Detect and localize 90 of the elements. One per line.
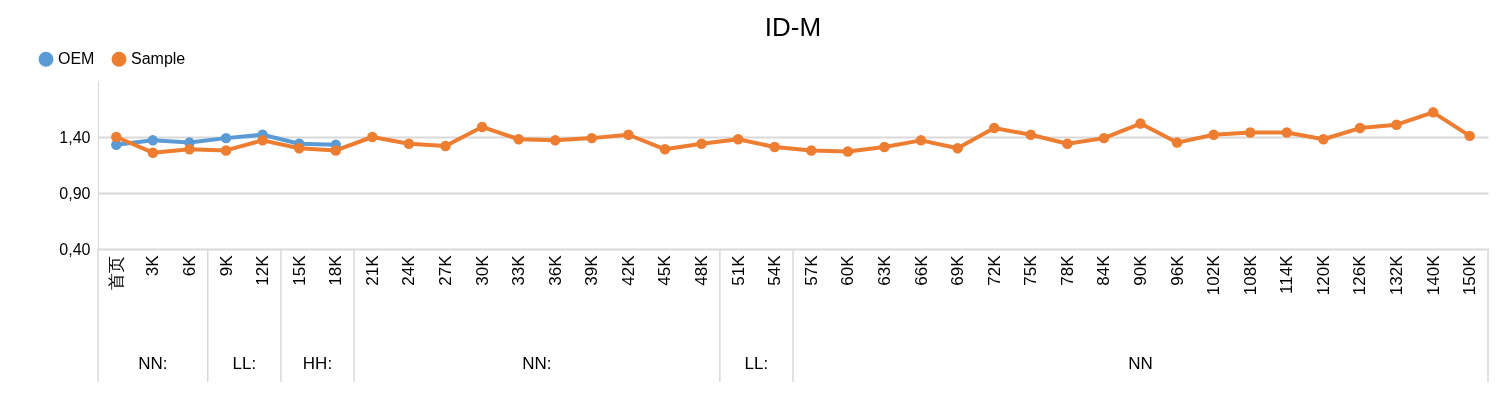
x-tick-label: 15K (289, 254, 309, 286)
x-tick-label: 126K (1350, 254, 1370, 296)
point (293, 142, 305, 154)
x-tick-label: 108K (1240, 254, 1260, 296)
x-tick-label: 96K (1167, 254, 1187, 286)
point (586, 132, 598, 144)
x-tick-label: 60K (838, 254, 858, 286)
x-tick-label: 150K (1460, 254, 1480, 296)
x-tick-label: 84K (1094, 254, 1114, 286)
point (696, 138, 707, 149)
point (367, 131, 378, 143)
point (806, 145, 817, 156)
point (1025, 129, 1037, 140)
x-tick-label: 30K (472, 254, 492, 286)
point (1464, 130, 1475, 142)
point (147, 135, 159, 146)
point (1281, 127, 1293, 138)
x-tick-label: 120K (1313, 254, 1333, 296)
point (220, 145, 232, 156)
point (732, 134, 744, 145)
x-tick-label: 102K (1204, 254, 1224, 296)
x-tick-label: 72K (984, 254, 1004, 286)
x-tick-label: 18K (326, 254, 346, 286)
x-tick-label: 132K (1387, 254, 1407, 296)
x-tick-label: 42K (618, 254, 638, 286)
point (184, 144, 195, 155)
text: HH: (302, 354, 333, 373)
point (476, 121, 488, 133)
point (1391, 119, 1402, 130)
point (1244, 127, 1256, 138)
point (1098, 132, 1110, 144)
text: NN: (522, 354, 552, 373)
point (769, 141, 780, 153)
point (952, 142, 963, 154)
point (513, 134, 524, 145)
point (111, 131, 122, 143)
point (879, 141, 890, 153)
point (403, 138, 415, 149)
x-tick-label: 90K (1131, 254, 1150, 286)
x-tick-label: 24K (399, 254, 419, 286)
y-tick-label: 1,40 (59, 128, 91, 146)
text: NN: (138, 354, 168, 373)
point (1318, 134, 1329, 145)
point (330, 145, 342, 156)
point (1208, 129, 1219, 140)
x-tick-label: 21K (362, 254, 382, 286)
point (915, 135, 927, 146)
point (257, 135, 268, 146)
point (549, 135, 561, 146)
y-tick-label: 0,90 (59, 184, 91, 202)
text: NN (1128, 354, 1153, 373)
point (988, 122, 1000, 134)
x-tick-label: 63K (874, 254, 894, 286)
x-tick-label: 39K (582, 254, 602, 286)
x-tick-label: 140K (1423, 254, 1443, 296)
point (147, 147, 159, 158)
text: LL: (232, 354, 257, 373)
x-tick-label: 33K (509, 254, 529, 286)
x-tick-label: 9K (216, 254, 236, 277)
legend-label: OEM (58, 50, 95, 68)
x-tick-label: 51K (728, 254, 748, 286)
x-tick-label: 3K (143, 254, 163, 277)
x-tick-label: 6K (179, 254, 199, 277)
point (1354, 122, 1366, 134)
chart-title: ID-M (764, 12, 822, 42)
point (440, 140, 451, 152)
x-tick-label: 54K (765, 254, 785, 286)
point (1171, 137, 1183, 148)
point (220, 132, 232, 144)
legend-label: Sample (131, 50, 186, 68)
x-tick-label: 45K (655, 254, 675, 286)
x-tick-label: 48K (692, 254, 712, 286)
x-tick-label: 78K (1057, 254, 1077, 286)
x-tick-label: 75K (1021, 254, 1041, 286)
point (623, 129, 634, 140)
point (1135, 118, 1146, 129)
text: LL: (744, 354, 769, 373)
point (1062, 138, 1073, 149)
point (842, 146, 854, 157)
y-tick-label: 0,40 (59, 240, 91, 258)
x-tick-label: 66K (911, 254, 931, 286)
x-tick-label: 36K (545, 254, 565, 286)
x-tick-label: 114K (1277, 254, 1297, 294)
point (659, 144, 671, 155)
x-tick-label: 12K (253, 254, 273, 286)
point (1427, 107, 1439, 118)
x-tick-label: 57K (801, 254, 821, 286)
x-tick-label: 首页 (106, 255, 126, 290)
x-tick-label: 27K (436, 254, 455, 286)
x-tick-label: 69K (948, 254, 968, 286)
